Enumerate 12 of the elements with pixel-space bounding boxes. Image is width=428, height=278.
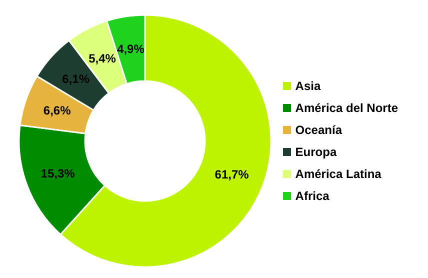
legend-label: Africa — [295, 189, 330, 203]
data-label: 5,4% — [88, 51, 116, 66]
legend-label: Oceanía — [295, 123, 342, 137]
legend-label: Europa — [295, 145, 337, 159]
data-label: 61,7% — [214, 167, 250, 182]
data-label: 15,3% — [40, 166, 76, 180]
legend-label: América Latina — [295, 167, 382, 181]
legend-label: América del Norte — [295, 101, 398, 115]
data-label: 6,6% — [43, 104, 72, 118]
data-label: 4,9% — [117, 42, 145, 56]
data-label: 6,1% — [62, 72, 90, 86]
legend-label: Asia — [295, 79, 321, 93]
